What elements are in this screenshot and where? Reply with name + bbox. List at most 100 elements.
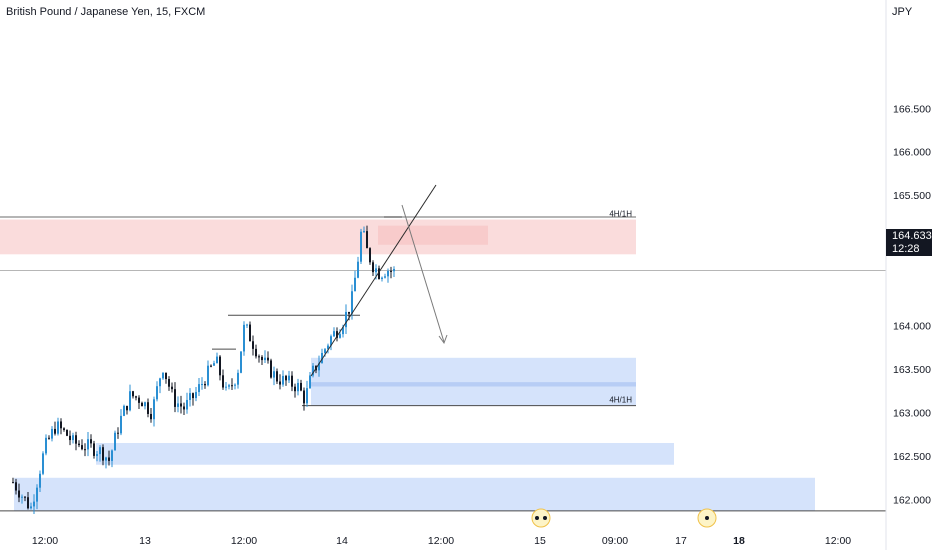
candle-down: [150, 413, 152, 420]
ascending-trendline: [310, 184, 437, 377]
zone-demand-line-3: [311, 382, 636, 387]
candle-down: [255, 348, 257, 357]
candle-down: [270, 360, 272, 378]
price-tick-label: 166.000: [893, 147, 931, 159]
candle-up: [213, 363, 215, 366]
time-tick-label: 14: [336, 535, 348, 547]
candle-down: [285, 375, 287, 381]
candle-up: [201, 384, 203, 386]
candle-up: [240, 351, 242, 373]
price-tick-label: 165.500: [893, 190, 931, 202]
event-marker-dot: [705, 516, 709, 520]
candle-down: [132, 391, 134, 397]
price-tick-label: 162.500: [893, 451, 931, 463]
candle-down: [204, 384, 206, 386]
candle-down: [219, 356, 221, 376]
candle-down: [78, 443, 80, 446]
candle-down: [48, 437, 50, 439]
candle-down: [258, 356, 260, 358]
candle-up: [273, 371, 275, 378]
candle-up: [195, 392, 197, 399]
zone-label: 4H/1H: [609, 210, 632, 219]
candle-up: [198, 384, 200, 393]
candle-down: [303, 390, 305, 404]
candle-up: [345, 311, 347, 328]
candle-up: [51, 428, 53, 439]
candle-up: [39, 473, 41, 488]
candle-down: [390, 270, 392, 272]
candle-up: [288, 375, 290, 381]
candle-up: [87, 439, 89, 450]
candle-up: [381, 277, 383, 279]
candle-up: [111, 450, 113, 461]
candle-up: [156, 386, 158, 400]
time-tick-label: 12:00: [825, 535, 851, 547]
candle-down: [165, 372, 167, 380]
candle-up: [282, 375, 284, 385]
zone-demand-4: [96, 443, 674, 465]
candle-up: [186, 399, 188, 410]
currency-label: JPY: [892, 6, 913, 18]
price-tick-label: 162.000: [893, 495, 931, 507]
candle-up: [120, 415, 122, 434]
projection-arrow-head: [438, 334, 448, 345]
candle-down: [261, 356, 263, 361]
candle-up: [144, 402, 146, 407]
candle-down: [126, 405, 128, 411]
candle-up: [96, 454, 98, 456]
zones-layer: 4H/1H 4H/1H: [0, 210, 815, 511]
zone-supply-0: [0, 219, 636, 255]
candle-up: [99, 447, 101, 455]
candle-up: [384, 276, 386, 278]
candle-down: [102, 447, 104, 461]
price-tick-label: 163.500: [893, 364, 931, 376]
candle-up: [57, 421, 59, 434]
candle-down: [192, 393, 194, 399]
time-tick-label: 13: [139, 535, 151, 547]
price-tick-label: 164.000: [893, 321, 931, 333]
candle-down: [63, 428, 65, 430]
candle-up: [312, 365, 314, 376]
zone-demand-2: [311, 357, 636, 406]
price-tick-label: 166.500: [893, 103, 931, 115]
candle-down: [69, 435, 71, 441]
zone-demand-5: [14, 477, 815, 511]
candle-down: [18, 490, 20, 498]
candle-down: [117, 432, 119, 434]
time-tick-label: 12:00: [428, 535, 454, 547]
candle-down: [24, 496, 26, 498]
candle-up: [333, 331, 335, 337]
candle-up: [357, 261, 359, 278]
candle-up: [216, 356, 218, 364]
candle-down: [168, 379, 170, 387]
candle-down: [366, 231, 368, 249]
candle-down: [60, 421, 62, 429]
candle-up: [21, 496, 23, 498]
candle-down: [108, 457, 110, 461]
candle-up: [339, 334, 341, 338]
candle-up: [225, 386, 227, 388]
last-price-value: 164.633: [892, 230, 932, 242]
event-marker-icon: [531, 508, 551, 528]
candle-up: [360, 231, 362, 262]
candle-down: [15, 482, 17, 491]
candle-up: [153, 399, 155, 420]
candle-up: [33, 501, 35, 507]
candle-up: [363, 231, 365, 233]
candle-up: [330, 336, 332, 346]
candle-down: [276, 371, 278, 382]
candle-up: [375, 268, 377, 273]
candle-down: [75, 435, 77, 444]
candle-down: [141, 402, 143, 407]
candle-down: [267, 357, 269, 361]
candle-down: [174, 389, 176, 407]
time-tick-label: 18: [733, 535, 745, 547]
candle-up: [387, 270, 389, 277]
candle-up: [162, 372, 164, 379]
time-tick-label: 12:00: [32, 535, 58, 547]
lines-layer: [0, 0, 887, 550]
candle-down: [138, 397, 140, 403]
candle-down: [210, 365, 212, 367]
